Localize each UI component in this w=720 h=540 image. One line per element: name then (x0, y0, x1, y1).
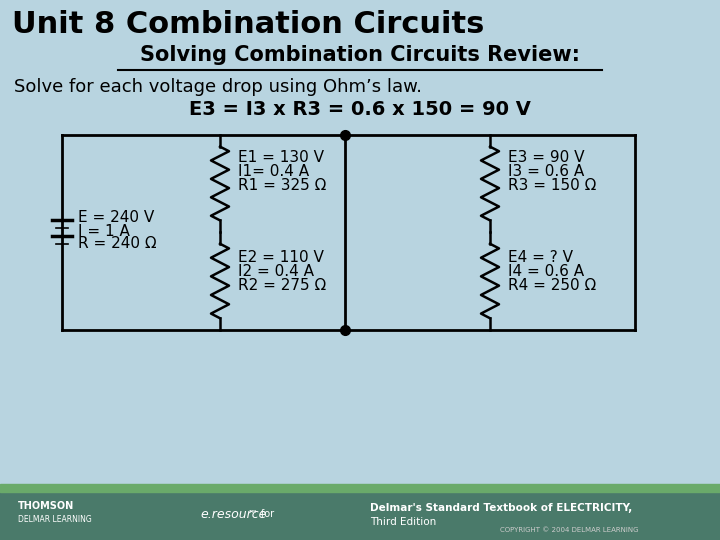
Text: E3 = I3 x R3 = 0.6 x 150 = 90 V: E3 = I3 x R3 = 0.6 x 150 = 90 V (189, 100, 531, 119)
Text: DELMAR LEARNING: DELMAR LEARNING (18, 516, 91, 524)
Bar (0, 488, 720, 540)
Text: R4 = 250 Ω: R4 = 250 Ω (508, 279, 596, 294)
Text: R = 240 Ω: R = 240 Ω (78, 237, 157, 252)
Text: R2 = 275 Ω: R2 = 275 Ω (238, 279, 326, 294)
Text: Unit 8 Combination Circuits: Unit 8 Combination Circuits (12, 10, 485, 39)
Text: Solving Combination Circuits Review:: Solving Combination Circuits Review: (140, 45, 580, 65)
Text: Third Edition: Third Edition (370, 517, 436, 527)
Text: THOMSON: THOMSON (18, 501, 74, 511)
Text: Solve for each voltage drop using Ohm’s law.: Solve for each voltage drop using Ohm’s … (14, 78, 422, 96)
Text: COPYRIGHT © 2004 DELMAR LEARNING: COPYRIGHT © 2004 DELMAR LEARNING (500, 527, 639, 533)
Text: R3 = 150 Ω: R3 = 150 Ω (508, 179, 596, 193)
Text: ™ for: ™ for (248, 509, 274, 519)
Text: E1 = 130 V: E1 = 130 V (238, 151, 324, 165)
Text: E3 = 90 V: E3 = 90 V (508, 151, 585, 165)
Text: Delmar's Standard Textbook of ELECTRICITY,: Delmar's Standard Textbook of ELECTRICIT… (370, 503, 632, 513)
Text: R1 = 325 Ω: R1 = 325 Ω (238, 179, 326, 193)
Text: E4 = ? V: E4 = ? V (508, 251, 573, 266)
Text: I1= 0.4 A: I1= 0.4 A (238, 165, 309, 179)
Text: I4 = 0.6 A: I4 = 0.6 A (508, 265, 584, 280)
Text: E = 240 V: E = 240 V (78, 211, 154, 226)
Text: I = 1 A: I = 1 A (78, 224, 130, 239)
Bar (0, 484, 720, 492)
Text: E2 = 110 V: E2 = 110 V (238, 251, 324, 266)
Text: e.resource: e.resource (200, 508, 266, 521)
Text: I2 = 0.4 A: I2 = 0.4 A (238, 265, 314, 280)
Text: I3 = 0.6 A: I3 = 0.6 A (508, 165, 584, 179)
